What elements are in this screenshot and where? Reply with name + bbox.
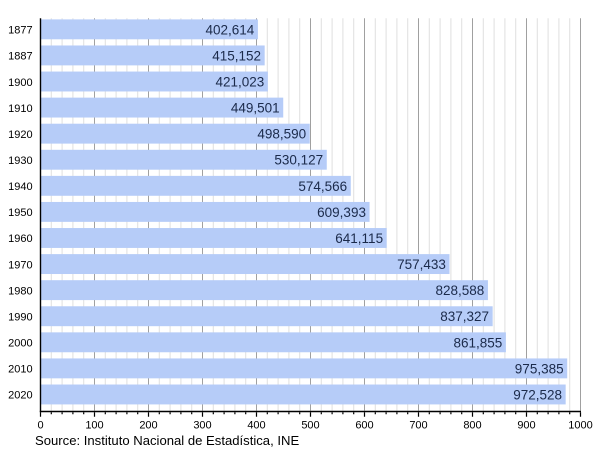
svg-text:415,152: 415,152 (212, 48, 261, 63)
svg-text:1980: 1980 (8, 285, 32, 297)
svg-text:574,566: 574,566 (298, 179, 347, 194)
svg-text:1940: 1940 (8, 181, 32, 193)
svg-text:0: 0 (37, 419, 43, 431)
svg-text:641,115: 641,115 (335, 231, 383, 246)
svg-text:500: 500 (301, 419, 319, 431)
svg-text:402,614: 402,614 (205, 22, 254, 37)
svg-text:1960: 1960 (8, 233, 32, 245)
svg-text:Source: Instituto Nacional de: Source: Instituto Nacional de Estadístic… (35, 433, 299, 448)
svg-text:800: 800 (463, 419, 481, 431)
svg-text:1900: 1900 (8, 77, 32, 89)
svg-text:609,393: 609,393 (317, 205, 366, 220)
svg-text:972,528: 972,528 (513, 387, 562, 402)
svg-text:2020: 2020 (8, 390, 32, 402)
svg-text:300: 300 (193, 419, 211, 431)
svg-text:900: 900 (517, 419, 535, 431)
svg-text:1910: 1910 (8, 103, 32, 115)
svg-text:530,127: 530,127 (274, 153, 323, 168)
svg-text:975,385: 975,385 (515, 361, 564, 376)
svg-text:498,590: 498,590 (257, 127, 306, 142)
svg-text:700: 700 (409, 419, 427, 431)
svg-text:1930: 1930 (8, 155, 32, 167)
svg-text:600: 600 (355, 419, 373, 431)
svg-text:100: 100 (85, 419, 103, 431)
svg-text:421,023: 421,023 (215, 74, 264, 89)
svg-text:757,433: 757,433 (397, 257, 446, 272)
svg-text:200: 200 (139, 419, 157, 431)
svg-text:1000: 1000 (568, 419, 592, 431)
svg-text:1970: 1970 (8, 259, 32, 271)
svg-text:1887: 1887 (8, 51, 32, 63)
svg-text:828,588: 828,588 (436, 283, 485, 298)
svg-text:1990: 1990 (8, 311, 32, 323)
svg-text:2010: 2010 (8, 364, 32, 376)
svg-text:400: 400 (247, 419, 265, 431)
svg-text:2000: 2000 (8, 338, 32, 350)
svg-text:449,501: 449,501 (231, 101, 280, 116)
svg-text:1877: 1877 (8, 25, 32, 37)
svg-text:837,327: 837,327 (440, 309, 489, 324)
svg-text:1950: 1950 (8, 207, 32, 219)
svg-text:1920: 1920 (8, 129, 32, 141)
svg-text:861,855: 861,855 (453, 335, 502, 350)
